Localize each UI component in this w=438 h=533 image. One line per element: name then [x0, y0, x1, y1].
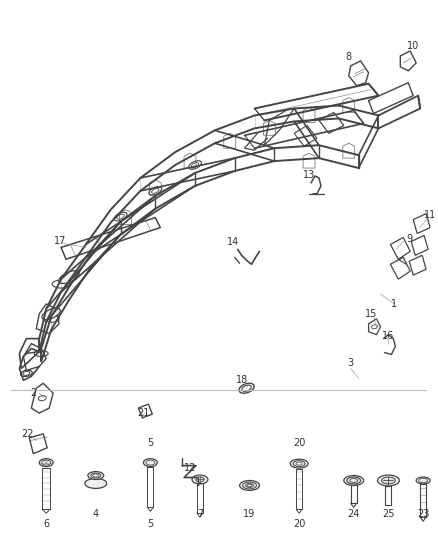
Ellipse shape [243, 482, 257, 489]
Text: 5: 5 [147, 519, 153, 529]
Text: 20: 20 [293, 519, 305, 529]
Text: 16: 16 [382, 330, 395, 341]
Text: 7: 7 [197, 509, 203, 519]
Text: 15: 15 [365, 309, 378, 319]
Text: 18: 18 [236, 375, 248, 385]
Ellipse shape [381, 477, 396, 484]
Ellipse shape [240, 480, 259, 490]
Text: 9: 9 [406, 235, 412, 245]
Ellipse shape [42, 308, 60, 320]
Ellipse shape [143, 459, 157, 466]
Text: 22: 22 [21, 429, 34, 439]
Text: 20: 20 [293, 438, 305, 448]
Text: 2: 2 [30, 388, 36, 398]
Ellipse shape [344, 475, 364, 486]
Text: 24: 24 [347, 509, 360, 519]
Ellipse shape [192, 475, 208, 484]
Text: 14: 14 [226, 237, 239, 247]
Ellipse shape [93, 474, 99, 477]
Ellipse shape [239, 383, 254, 393]
Text: 6: 6 [43, 519, 49, 529]
Ellipse shape [85, 479, 107, 488]
Ellipse shape [242, 385, 251, 391]
Text: 5: 5 [147, 438, 153, 448]
Text: 25: 25 [382, 509, 395, 519]
Ellipse shape [293, 461, 305, 466]
Ellipse shape [378, 475, 399, 486]
Text: 8: 8 [346, 52, 352, 62]
Ellipse shape [59, 271, 79, 284]
Text: 1: 1 [391, 299, 397, 309]
Ellipse shape [416, 477, 430, 484]
Ellipse shape [247, 484, 252, 487]
Ellipse shape [88, 472, 104, 480]
Text: 19: 19 [244, 509, 256, 519]
Text: 11: 11 [424, 209, 436, 220]
Ellipse shape [296, 462, 302, 465]
Text: 13: 13 [303, 170, 315, 180]
Text: 4: 4 [93, 509, 99, 519]
Ellipse shape [290, 459, 308, 468]
Text: 10: 10 [407, 41, 419, 51]
Text: 21: 21 [137, 408, 150, 418]
Ellipse shape [347, 477, 360, 484]
Text: 12: 12 [184, 463, 196, 473]
Ellipse shape [39, 459, 53, 466]
Text: 3: 3 [348, 358, 354, 368]
Text: 23: 23 [417, 509, 429, 519]
Text: 17: 17 [54, 237, 66, 246]
